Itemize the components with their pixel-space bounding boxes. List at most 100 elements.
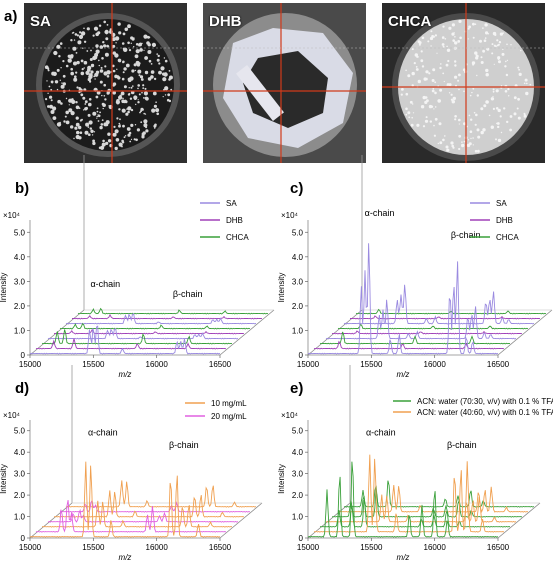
- photo-speckle: [134, 69, 137, 72]
- photo-speckle: [475, 56, 479, 60]
- photo-speckle: [76, 130, 80, 135]
- photo-speckle: [474, 51, 478, 55]
- photo-speckle: [451, 23, 455, 27]
- photo-speckle: [88, 102, 92, 107]
- photo-speckle: [476, 74, 478, 77]
- photo-speckle: [500, 85, 503, 87]
- photo-speckle: [466, 125, 468, 128]
- photo-speckle: [106, 24, 109, 26]
- photo-speckle: [127, 110, 130, 114]
- photo-speckle: [450, 93, 453, 96]
- photo-speckle: [82, 47, 84, 49]
- photo-speckle: [422, 125, 426, 128]
- photo-speckle: [131, 37, 135, 41]
- photo-speckle: [65, 64, 69, 68]
- photo-speckle: [101, 102, 105, 106]
- trace-e-5: [337, 485, 529, 514]
- trace-e-0: [307, 461, 499, 538]
- photo-speckle: [144, 87, 147, 90]
- photo-speckle: [152, 91, 157, 96]
- photo-speckle: [415, 66, 418, 68]
- photo-speckle: [143, 123, 148, 128]
- photo-speckle: [133, 138, 136, 141]
- photo-speckle: [121, 77, 125, 81]
- photo-speckle: [433, 108, 435, 110]
- photo-speckle: [484, 23, 488, 27]
- photo-speckle: [112, 44, 116, 48]
- photo-speckle: [106, 44, 109, 48]
- photo-speckle: [47, 105, 50, 108]
- photo-speckle: [137, 101, 140, 104]
- photo-speckle: [502, 48, 504, 51]
- photo-speckle: [151, 42, 156, 48]
- photo-speckle: [78, 91, 81, 94]
- x-axis-label: m/z: [119, 370, 132, 379]
- photo-speckle: [45, 98, 48, 101]
- photo-speckle: [498, 60, 501, 64]
- photo-speckle: [62, 82, 66, 86]
- photo-speckle: [70, 125, 74, 129]
- photo-speckle: [129, 76, 134, 81]
- photo-speckle: [168, 70, 171, 72]
- photo-speckle: [96, 115, 98, 118]
- y-tick-label: 5.0: [292, 228, 304, 237]
- photo-speckle: [145, 97, 149, 101]
- photo-speckle: [163, 57, 166, 59]
- photo-speckle: [101, 57, 104, 60]
- photo-speckle: [507, 88, 510, 91]
- photo-speckle: [509, 115, 513, 118]
- photo-speckle: [92, 55, 97, 61]
- y-tick-label: 5.0: [14, 427, 26, 436]
- photo-speckle: [105, 141, 109, 145]
- photo-speckle: [121, 42, 125, 45]
- photo-speckle: [441, 43, 445, 46]
- photo-speckle: [129, 92, 131, 95]
- photo-speckle: [79, 31, 82, 34]
- trace-d-0: [29, 461, 221, 538]
- depth-axis-right: [497, 309, 553, 356]
- photo-speckle: [438, 122, 442, 126]
- photo-speckle: [117, 22, 121, 26]
- photo-speckle: [467, 27, 470, 30]
- trace-b-8: [77, 307, 269, 315]
- y-tick-label: 2.0: [292, 491, 304, 500]
- photo-speckle: [103, 44, 107, 48]
- photo-speckle: [87, 65, 92, 70]
- photo-speckle: [445, 145, 449, 149]
- photo-speckle: [154, 127, 156, 129]
- photo-speckle: [470, 118, 473, 121]
- photo-speckle: [125, 112, 129, 116]
- photo-speckle: [135, 103, 137, 106]
- photo-speckle: [475, 113, 478, 117]
- photo-speckle: [47, 69, 50, 72]
- trace-e-2: [319, 500, 511, 528]
- photo-speckle: [121, 145, 123, 148]
- photo-speckle: [83, 40, 87, 43]
- photo-speckle: [444, 135, 446, 137]
- depth-axis: [307, 309, 363, 356]
- photo-speckle: [124, 27, 129, 32]
- photo-speckle: [62, 60, 65, 63]
- photo-speckle: [492, 107, 495, 110]
- photo-speckle: [134, 124, 137, 126]
- photo-speckle: [430, 30, 433, 33]
- panel-label-d: d): [15, 380, 30, 397]
- trace-b-1: [35, 338, 227, 350]
- photo-speckle: [446, 84, 448, 86]
- photo-label-dhb: DHB: [209, 13, 242, 30]
- photo-speckle: [95, 32, 99, 37]
- y-tick-label: 3.0: [292, 277, 304, 286]
- photo-speckle: [79, 119, 82, 122]
- photo-speckle: [75, 134, 80, 140]
- photo-speckle: [119, 118, 121, 121]
- photo-speckle: [150, 70, 155, 74]
- photo-speckle: [452, 39, 455, 42]
- photo-speckle: [87, 113, 91, 117]
- photo-speckle: [158, 62, 161, 65]
- photo-speckle: [439, 88, 443, 92]
- photo-speckle: [92, 111, 97, 116]
- photo-speckle: [78, 125, 82, 130]
- photo-speckle: [439, 66, 442, 70]
- photo-speckle: [498, 41, 502, 44]
- photo-speckle: [134, 54, 139, 59]
